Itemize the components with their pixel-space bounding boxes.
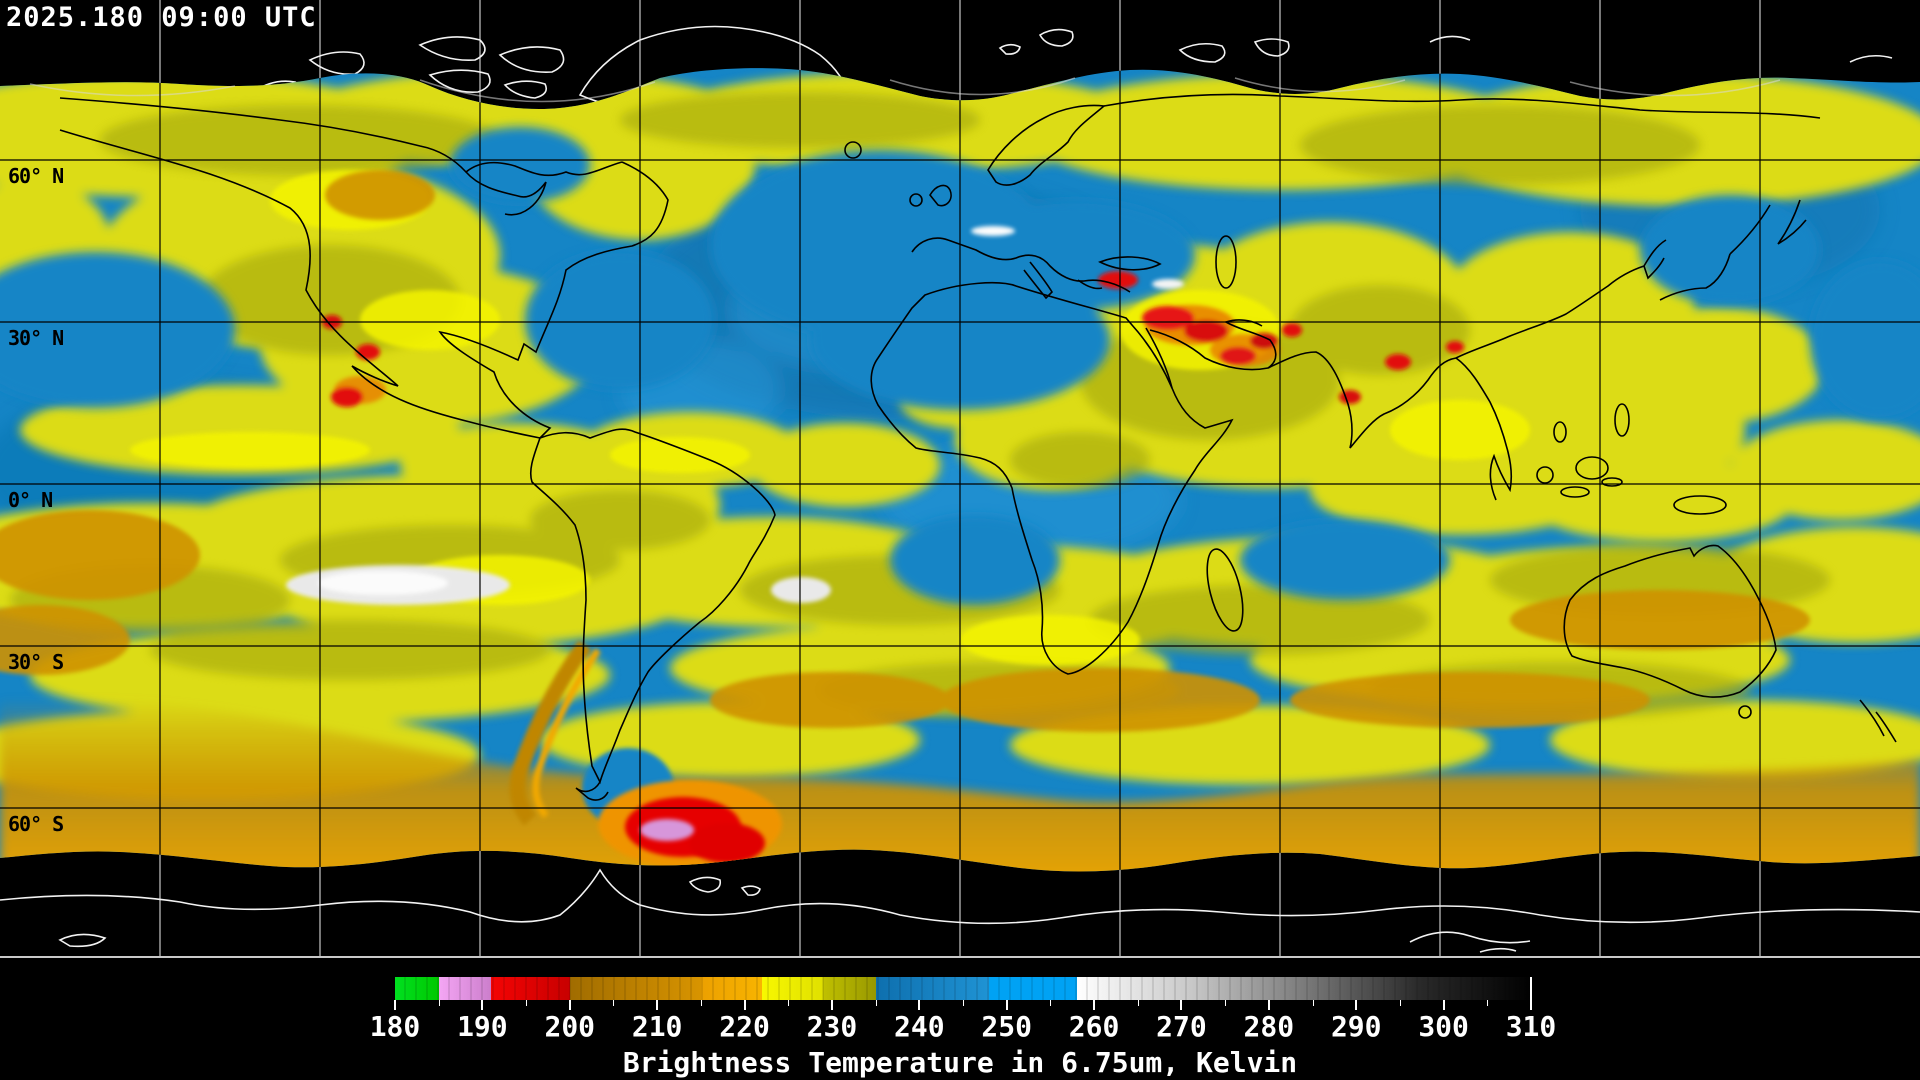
colorbar-segment bbox=[395, 977, 439, 1000]
colorbar-tick-label: 240 bbox=[894, 1010, 945, 1043]
graticule bbox=[0, 68, 1920, 872]
colorbar-minor-tick bbox=[1312, 1000, 1314, 1006]
colorbar-minor-tick bbox=[788, 1000, 790, 1006]
colorbar-minor-tick bbox=[613, 1000, 615, 1006]
colorbar-major-tick bbox=[918, 1000, 921, 1010]
colorbar-minor-tick bbox=[1487, 1000, 1489, 1006]
colorbar-major-tick bbox=[743, 1000, 746, 1010]
colorbar-tick-label: 200 bbox=[544, 1010, 596, 1043]
colorbar-minor-tick bbox=[526, 1000, 528, 1006]
colorbar-segment bbox=[762, 977, 824, 1000]
colorbar-minor-tick bbox=[1225, 1000, 1227, 1006]
colorbar-major-tick bbox=[830, 1000, 833, 1010]
colorbar-tick-label: 290 bbox=[1330, 1010, 1382, 1043]
colorbar-minor-tick bbox=[1137, 1000, 1139, 1006]
colorbar-minor-tick bbox=[963, 1000, 964, 1006]
colorbar-minor-tick bbox=[438, 1000, 440, 1006]
colorbar-major-tick bbox=[1267, 1000, 1270, 1010]
colorbar-minor-tick bbox=[1399, 1000, 1401, 1006]
latitude-label: 30° S bbox=[8, 650, 64, 674]
colorbar-segment bbox=[875, 977, 990, 1000]
colorbar-major-tick bbox=[1530, 977, 1532, 1010]
colorbar-tick-label: 280 bbox=[1243, 1010, 1295, 1043]
colorbar-major-tick bbox=[1180, 1000, 1183, 1010]
colorbar-minor-tick bbox=[875, 1000, 877, 1006]
colorbar-segment bbox=[1076, 977, 1533, 1000]
colorbar-major-tick bbox=[394, 1000, 396, 1010]
coastlines bbox=[59, 93, 1897, 801]
colorbar-segment bbox=[823, 977, 876, 1000]
colorbar-major-tick bbox=[1005, 1000, 1008, 1010]
latitude-label: 30° N bbox=[8, 326, 64, 350]
colorbar-segment bbox=[700, 977, 762, 1000]
colorbar-major-tick bbox=[1093, 1000, 1096, 1010]
colorbar-tick-label: 180 bbox=[369, 1010, 421, 1043]
colorbar-tick-label: 230 bbox=[806, 1010, 858, 1043]
colorbar-tick-label: 220 bbox=[719, 1010, 770, 1043]
colorbar-segment bbox=[989, 977, 1077, 1000]
colorbar-major-tick bbox=[1355, 1000, 1358, 1010]
latitude-label: 60° N bbox=[8, 164, 64, 188]
colorbar-tick-label: 190 bbox=[457, 1010, 508, 1043]
colorbar-tick-label: 270 bbox=[1156, 1010, 1207, 1043]
colorbar-segment bbox=[438, 977, 492, 1000]
colorbar-major-tick bbox=[1442, 1000, 1445, 1010]
colorbar-tick-label: 310 bbox=[1505, 1010, 1557, 1043]
timestamp: 2025.180 09:00 UTC bbox=[6, 2, 317, 33]
colorbar-major-tick bbox=[568, 1000, 571, 1010]
colorbar-gradient bbox=[393, 977, 1533, 1000]
colorbar-major-tick bbox=[481, 1000, 484, 1010]
colorbar-major-tick bbox=[656, 1000, 659, 1010]
colorbar-tick-label: 260 bbox=[1068, 1010, 1120, 1043]
colorbar-segment bbox=[569, 977, 701, 1000]
colorbar-minor-tick bbox=[1050, 1000, 1052, 1006]
colorbar-tick-label: 250 bbox=[981, 1010, 1032, 1043]
swath-edge-arcs bbox=[29, 77, 1781, 103]
colorbar-minor-tick bbox=[700, 1000, 702, 1006]
colorbar-tick-label: 210 bbox=[631, 1010, 683, 1043]
colorbar-segment bbox=[491, 977, 570, 1000]
latitude-label: 60° S bbox=[8, 812, 64, 836]
satellite-map-image bbox=[0, 0, 1920, 959]
colorbar-tick-label: 300 bbox=[1418, 1010, 1469, 1043]
latitude-label: 0° N bbox=[8, 488, 53, 512]
colorbar: 180 190 200 210 220 230 240 250 260 270 280 290 300 3… bbox=[0, 977, 1920, 1080]
colorbar-caption: Brightness Temperature in 6.75um, Kelvin bbox=[622, 1046, 1298, 1079]
